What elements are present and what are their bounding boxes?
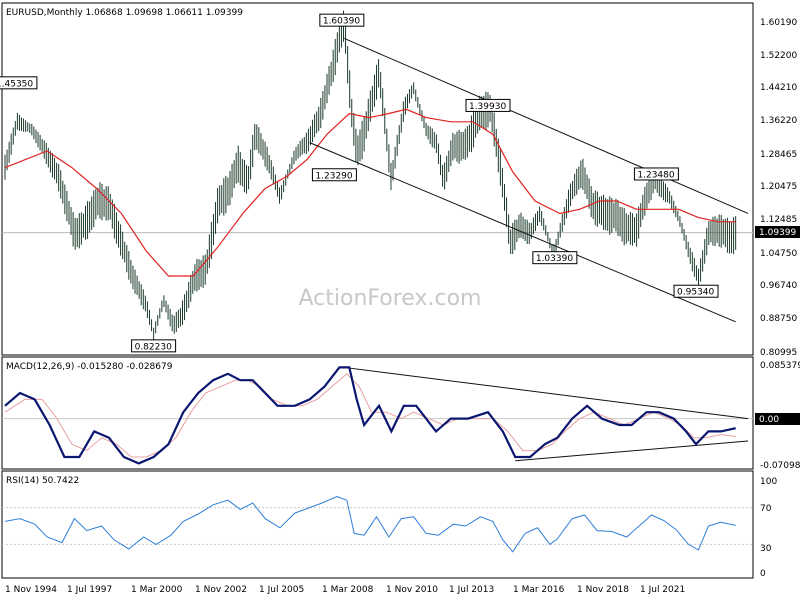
- time-tick-label: 1 Nov 1994: [5, 585, 57, 595]
- price-label: 0.82230: [135, 342, 172, 352]
- chart-plot-layer: 1.45350 1.60390 1.39930 1.23290 1.23480 1.033…: [0, 10, 753, 553]
- price-tick-label: 0.80995: [760, 348, 797, 358]
- price-label-box: [319, 13, 365, 27]
- price-label: 1.23480: [637, 170, 674, 180]
- price-label: 1.60390: [323, 17, 360, 27]
- moving-average-line: [4, 108, 736, 277]
- time-tick-label: 1 Mar 2000: [131, 585, 183, 595]
- price-tick-label: 1.20475: [760, 182, 797, 192]
- macd-trendline: [515, 440, 749, 462]
- price-label-box: [633, 167, 679, 181]
- current-price-label: 1.09399: [759, 228, 796, 238]
- time-tick-label: 1 Nov 2002: [195, 585, 247, 595]
- rsi-tick-label: 0: [760, 569, 766, 579]
- macd-trendline: [344, 366, 749, 420]
- rsi-panel-title: RSI(14) 50.7422: [6, 476, 79, 486]
- macd-panel-border: [1, 356, 754, 470]
- time-tick-label: 1 Jul 2005: [259, 585, 304, 595]
- macd-panel-title: MACD(12,26,9) -0.015280 -0.028679: [6, 362, 173, 372]
- price-trendline: [344, 38, 749, 214]
- time-tick-label: 1 Jul 1997: [67, 585, 112, 595]
- price-label: 1.03390: [536, 254, 573, 264]
- macd-zero-box: [755, 413, 800, 425]
- price-trendline: [309, 142, 736, 323]
- price-label-box: [0, 76, 38, 90]
- price-label: 1.45350: [0, 79, 33, 89]
- price-axis: 1.60190 1.52200 1.44210 1.36220 1.28465 …: [755, 18, 800, 358]
- price-label-box: [673, 284, 719, 298]
- price-tick-label: 1.60190: [760, 18, 797, 28]
- price-tick-label: 0.96740: [760, 281, 797, 291]
- rsi-line: [4, 496, 736, 553]
- price-label-box: [532, 251, 578, 265]
- time-tick-label: 1 Nov 2018: [577, 585, 629, 595]
- macd-line: [4, 366, 736, 465]
- macd-tick-label: 0.085379: [760, 361, 800, 371]
- price-tick-label: 1.28465: [760, 150, 797, 160]
- rsi-axis: 100 70 30 0: [760, 477, 777, 579]
- rsi-panel-border: [1, 470, 754, 579]
- current-price-box: [755, 226, 800, 238]
- macd-signal-line: [4, 373, 736, 458]
- price-panel-border: [1, 2, 754, 356]
- price-panel-title: EURUSD,Monthly 1.06868 1.09698 1.06611 1…: [6, 8, 243, 18]
- macd-tick-label: -0.070989: [760, 461, 800, 471]
- price-tick-label: 1.52200: [760, 51, 797, 61]
- time-tick-label: 1 Jul 2013: [449, 585, 494, 595]
- price-label-box: [131, 339, 177, 353]
- price-label-box: [465, 98, 511, 112]
- price-tick-label: 1.12485: [760, 215, 797, 225]
- price-tick-label: 1.04750: [760, 249, 797, 259]
- time-tick-label: 1 Nov 2010: [386, 585, 438, 595]
- price-label: 1.39930: [469, 102, 506, 112]
- rsi-tick-label: 30: [760, 544, 772, 554]
- price-tick-label: 1.36220: [760, 116, 797, 126]
- time-axis: 1 Nov 1994 1 Jul 1997 1 Mar 2000 1 Nov 2…: [5, 585, 685, 595]
- macd-tick-label: 0.00: [759, 415, 779, 425]
- price-tick-label: 0.88750: [760, 314, 797, 324]
- price-label-box: [311, 168, 357, 182]
- time-tick-label: 1 Mar 2008: [322, 585, 374, 595]
- price-label: 0.95340: [677, 288, 714, 298]
- watermark: ActionForex.com: [299, 286, 482, 311]
- time-tick-label: 1 Jul 2021: [640, 585, 685, 595]
- time-tick-label: 1 Mar 2016: [513, 585, 565, 595]
- rsi-tick-label: 100: [760, 477, 777, 487]
- price-label: 1.23290: [315, 171, 352, 181]
- price-tick-label: 1.44210: [760, 83, 797, 93]
- rsi-tick-label: 70: [760, 504, 772, 514]
- macd-axis: 0.085379 0.00 -0.070989: [755, 361, 800, 471]
